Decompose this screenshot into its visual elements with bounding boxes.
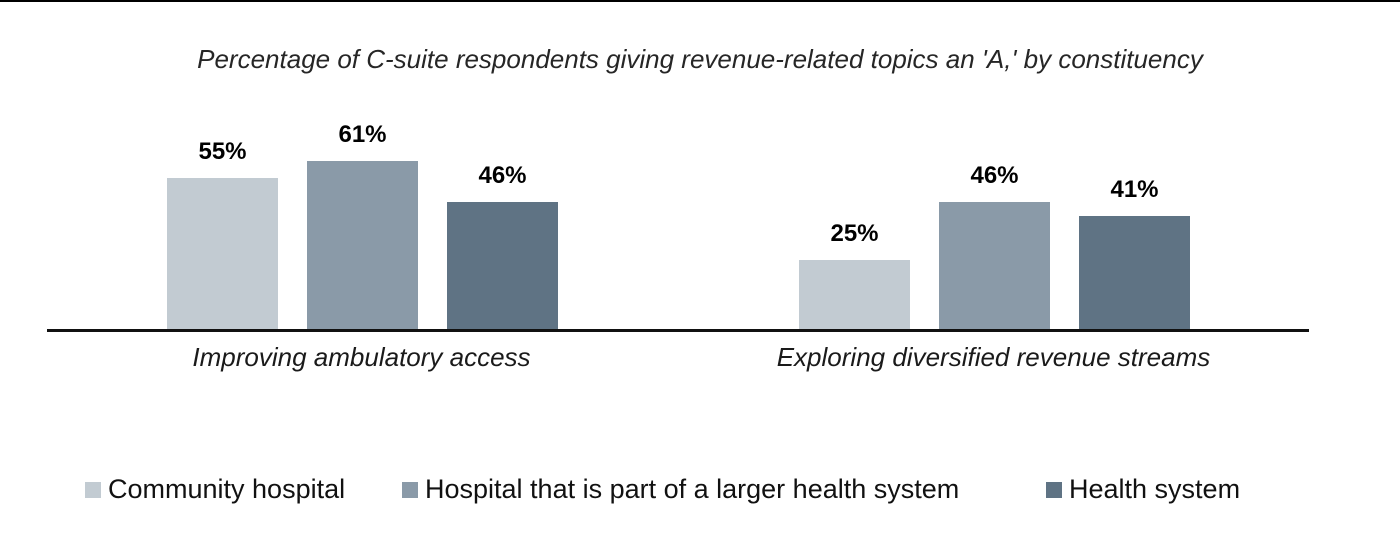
legend-item: Community hospital: [85, 474, 345, 505]
legend-label: Hospital that is part of a larger health…: [425, 474, 960, 504]
bar-value-label: 61%: [338, 121, 387, 148]
bar: [939, 202, 1050, 329]
legend-item: Hospital that is part of a larger health…: [402, 474, 959, 505]
legend-swatch-icon: [1046, 481, 1062, 498]
category-label: Exploring diversified revenue streams: [776, 342, 1211, 372]
legend-label: Health system: [1069, 474, 1241, 504]
bar: [167, 178, 278, 329]
legend-swatch-icon: [402, 481, 418, 498]
top-border-line: [0, 0, 1400, 2]
bar-value-label: 41%: [1110, 176, 1159, 203]
x-axis-line: [47, 329, 1309, 332]
bar: [799, 260, 910, 329]
legend-label: Community hospital: [108, 474, 346, 504]
category-label: Improving ambulatory access: [192, 342, 531, 372]
chart-title: Percentage of C-suite respondents giving…: [197, 44, 1203, 74]
bar-value-label: 55%: [198, 138, 247, 165]
bar-value-label: 46%: [478, 162, 527, 189]
bar: [447, 202, 558, 329]
legend-swatch-icon: [85, 481, 101, 498]
bar-value-label: 25%: [830, 220, 879, 247]
legend-item: Health system: [1046, 474, 1240, 505]
bar-value-label: 46%: [970, 162, 1019, 189]
bar: [1079, 216, 1190, 329]
bar: [307, 161, 418, 329]
